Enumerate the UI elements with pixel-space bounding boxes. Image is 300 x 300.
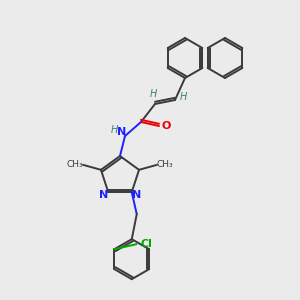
Text: N: N xyxy=(99,190,108,200)
Text: N: N xyxy=(132,190,141,200)
Text: O: O xyxy=(161,121,171,131)
Text: H: H xyxy=(110,125,118,135)
Text: H: H xyxy=(149,89,157,99)
Text: H: H xyxy=(179,92,187,102)
Text: CH₃: CH₃ xyxy=(157,160,173,169)
Text: Cl: Cl xyxy=(140,239,152,249)
Text: N: N xyxy=(117,127,127,137)
Text: CH₃: CH₃ xyxy=(67,160,83,169)
